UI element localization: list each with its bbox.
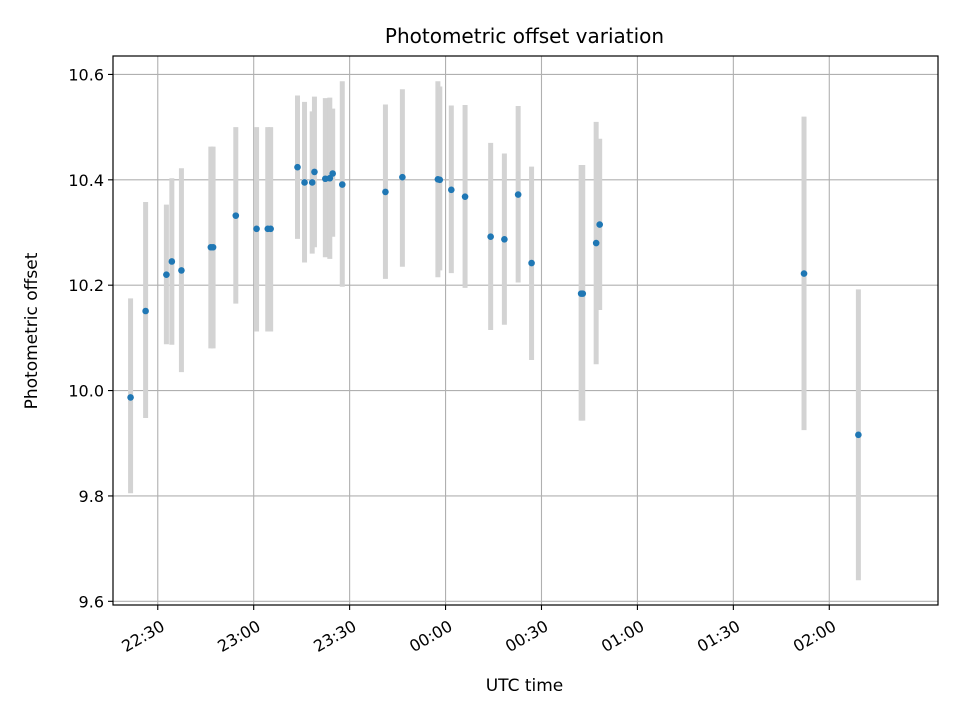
grid-lines [113,56,938,605]
y-tick-label: 10.0 [68,382,104,401]
data-point [800,270,808,277]
data-point [592,239,600,247]
data-point [399,173,406,181]
y-tick-label: 9.6 [79,592,104,611]
y-axis-ticks: 9.6 9.8 10.0 10.2 10.4 10.6 [68,65,113,611]
data-point [301,179,308,186]
data-point [329,170,336,177]
y-tick-label: 10.6 [68,65,104,84]
data-point [253,225,260,233]
data-point [142,307,149,315]
data-point [855,431,862,439]
data-point [267,225,274,233]
data-point [448,186,455,194]
y-tick-label: 10.4 [68,171,104,190]
data-point [338,181,346,188]
data-point [308,179,316,186]
data-point [501,236,508,243]
data-point [461,193,469,200]
y-axis-label: Photometric offset [22,252,42,409]
data-point [528,259,535,267]
data-point [596,221,603,228]
data-point [311,168,318,176]
data-point [487,233,494,241]
data-point [232,212,240,219]
data-point [127,394,134,401]
data-point [294,163,301,171]
data-point [579,290,587,297]
data-point [382,188,389,196]
data-point [326,174,334,182]
data-point [209,243,217,251]
y-tick-label: 10.2 [68,276,104,295]
plot-area-frame [112,55,939,606]
chart-title: Photometric offset variation [385,24,664,48]
data-point [168,258,176,265]
y-tick-label: 9.8 [79,487,104,506]
data-point [514,191,522,198]
x-axis-label: UTC time [486,676,564,696]
data-point [436,176,444,184]
data-point [178,267,185,274]
data-points [127,163,862,439]
data-point [163,271,170,278]
